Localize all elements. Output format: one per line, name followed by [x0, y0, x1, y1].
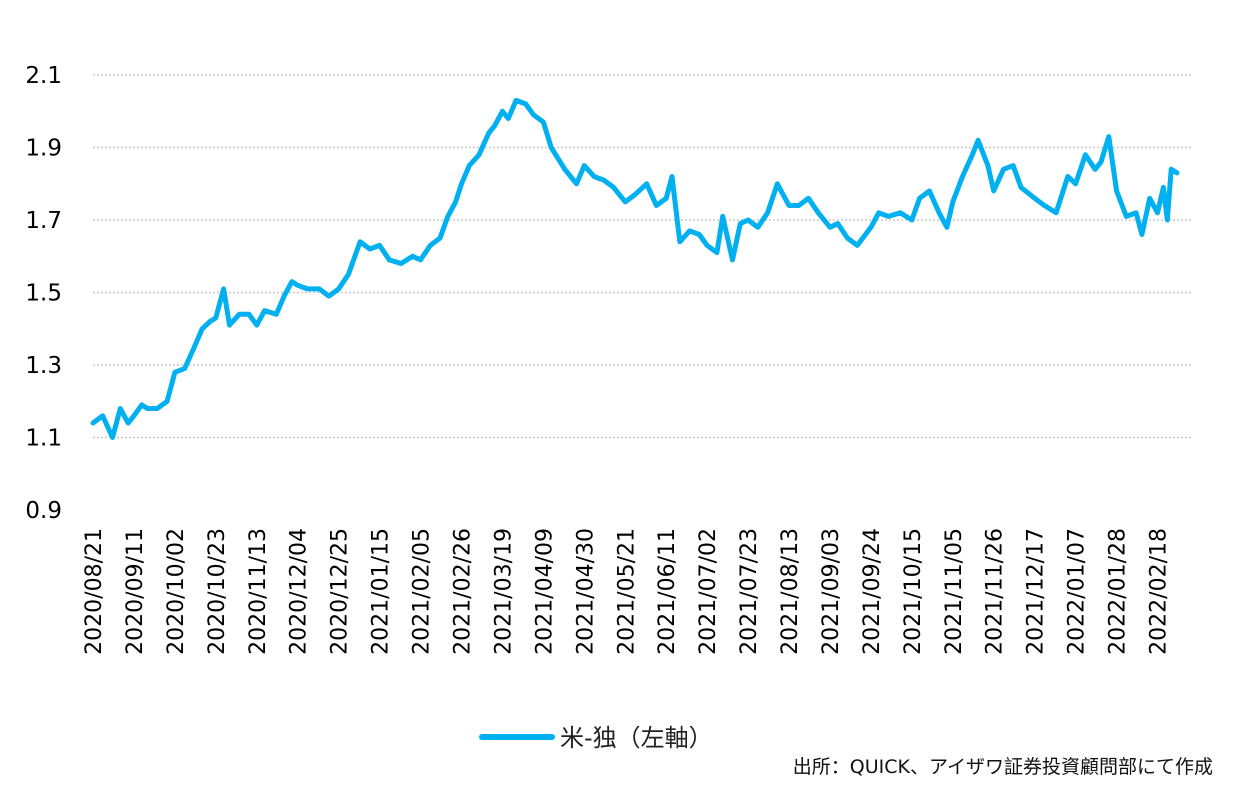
series-layer	[90, 97, 1180, 440]
x-axis-tick-labels: 2020/08/21 2020/09/11 2020/10/02 2020/10/23…	[82, 528, 1172, 655]
x-tick-label: 2021/06/11	[655, 528, 680, 655]
x-tick-label: 2021/04/30	[573, 528, 598, 655]
x-tick-label: 2021/10/15	[901, 528, 926, 655]
source-note: 出所：QUICK、アイザワ証券投資顧問部にて作成	[792, 756, 1213, 778]
x-tick-label: 2021/07/02	[696, 528, 721, 655]
x-tick-label: 2022/02/18	[1147, 528, 1172, 655]
y-tick-label: 0.9	[25, 498, 62, 524]
gridlines	[93, 74, 1193, 439]
x-tick-label: 2021/09/03	[819, 528, 844, 655]
x-tick-label: 2020/08/21	[82, 528, 107, 655]
y-tick-label: 2.1	[25, 63, 62, 89]
x-tick-label: 2022/01/07	[1065, 528, 1090, 655]
x-tick-label: 2021/09/24	[860, 528, 885, 655]
x-tick-label: 2021/11/26	[983, 528, 1008, 655]
x-tick-label: 2021/04/09	[532, 528, 557, 655]
legend-label: 米-独（左軸）	[560, 724, 713, 752]
x-tick-label: 2021/03/19	[491, 528, 516, 655]
x-tick-label: 2021/05/21	[614, 528, 639, 655]
x-tick-label: 2021/08/13	[778, 528, 803, 655]
y-tick-label: 1.1	[25, 426, 62, 452]
series-line	[90, 97, 1180, 440]
x-tick-label: 2020/10/23	[205, 528, 230, 655]
x-tick-label: 2021/07/23	[737, 528, 762, 655]
x-tick-label: 2021/12/17	[1024, 528, 1049, 655]
legend: 米-独（左軸）	[479, 724, 713, 752]
x-tick-label: 2020/10/02	[164, 528, 189, 655]
x-tick-label: 2020/09/11	[123, 528, 148, 655]
x-tick-label: 2021/11/05	[942, 528, 967, 655]
y-axis-tick-labels: 2.1 1.9 1.7 1.5 1.3 1.1 0.9	[25, 63, 62, 524]
y-tick-label: 1.7	[25, 208, 62, 234]
x-tick-label: 2021/01/15	[369, 528, 394, 655]
y-tick-label: 1.9	[25, 136, 62, 162]
x-tick-label: 2020/11/13	[246, 528, 271, 655]
x-tick-label: 2021/02/05	[410, 528, 435, 655]
x-tick-label: 2021/02/26	[450, 528, 475, 655]
y-tick-label: 1.3	[25, 353, 62, 379]
y-tick-label: 1.5	[25, 281, 62, 307]
x-tick-label: 2020/12/25	[328, 528, 353, 655]
x-tick-label: 2022/01/28	[1106, 528, 1131, 655]
x-tick-label: 2020/12/04	[287, 528, 312, 655]
